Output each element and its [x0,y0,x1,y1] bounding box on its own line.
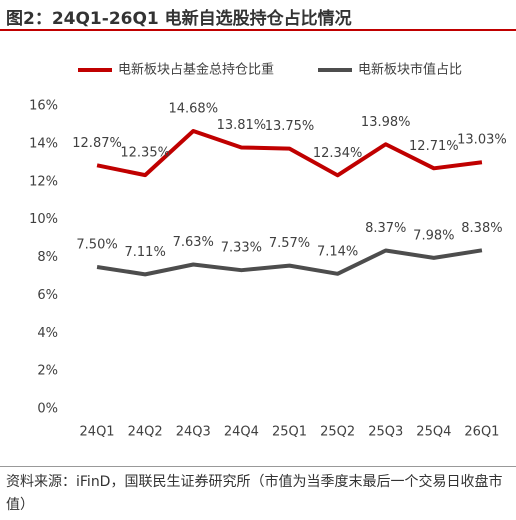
data-label: 13.03% [457,133,507,148]
x-tick-label: 25Q1 [272,425,307,440]
data-label: 13.75% [265,119,315,134]
x-tick-label: 24Q2 [128,425,163,440]
data-label: 12.34% [313,146,363,161]
y-tick-label: 16% [29,99,58,114]
legend-label: 电新板块占基金总持仓比重 [118,62,274,78]
data-label: 13.81% [217,118,267,133]
data-label: 7.50% [76,237,117,252]
x-tick-label: 25Q4 [416,425,451,440]
title-rule [0,29,516,31]
data-label: 14.68% [168,101,218,116]
y-tick-label: 2% [37,364,58,379]
y-tick-label: 4% [37,326,58,341]
y-tick-label: 6% [37,288,58,303]
data-label: 7.33% [221,241,262,256]
y-tick-label: 0% [37,402,58,417]
data-label: 12.87% [72,136,122,151]
data-label: 8.38% [461,221,502,236]
series-line [96,248,483,277]
chart: 0% 2% 4% 6% 8% 10% 12% 14% 16% 24Q1 24Q2 24Q3 24Q4 25… [29,62,507,440]
x-tick-label: 25Q2 [320,425,355,440]
source-note: 资料来源：iFinD，国联民生证券研究所（市值为当季度末最后一个交易日收盘市值） [6,474,503,513]
x-tick-label: 26Q1 [464,425,499,440]
data-label: 12.71% [409,139,459,154]
legend-label: 电新板块市值占比 [358,62,462,78]
y-tick-label: 12% [29,174,58,189]
data-label: 8.37% [365,221,406,236]
x-tick-label: 25Q3 [368,425,403,440]
series-line [96,128,483,178]
chart-title: 图2：24Q1-26Q1 电新自选股持仓占比情况 [6,9,352,29]
x-tick-label: 24Q1 [80,425,115,440]
data-label: 7.11% [125,245,166,260]
x-tick-label: 24Q4 [224,425,259,440]
data-label: 7.14% [317,244,358,259]
x-tick-label: 24Q3 [176,425,211,440]
y-tick-label: 14% [29,136,58,151]
y-tick-label: 10% [29,212,58,227]
source-rule [0,466,516,467]
data-label: 7.98% [413,228,454,243]
data-label: 7.63% [173,235,214,250]
y-tick-label: 8% [37,250,58,265]
data-label: 12.35% [120,146,170,161]
data-label: 13.98% [361,115,411,130]
data-label: 7.57% [269,236,310,251]
